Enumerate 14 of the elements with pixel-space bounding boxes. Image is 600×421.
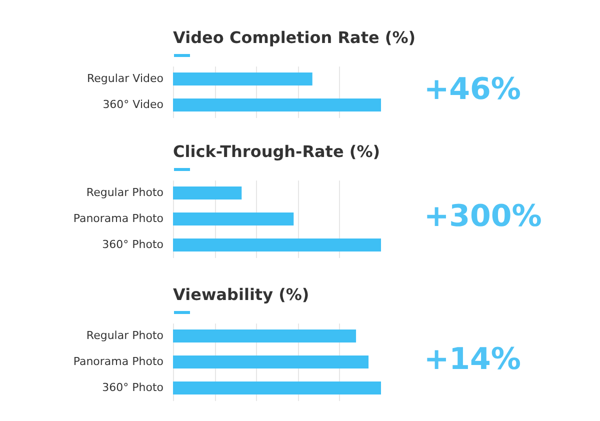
- chart-title: Viewability (%): [173, 285, 310, 304]
- y-tick-label: Panorama Photo: [73, 355, 164, 368]
- y-tick-label: Panorama Photo: [73, 212, 164, 225]
- text: +300%: [424, 199, 542, 234]
- y-tick-label: Regular Photo: [86, 329, 164, 342]
- y-tick-label: 360° Video: [102, 98, 164, 111]
- chart-title: Video Completion Rate (%): [173, 28, 416, 47]
- y-tick-label: Regular Photo: [86, 186, 164, 199]
- chart-title: Click-Through-Rate (%): [173, 142, 380, 161]
- text: +46%: [424, 72, 521, 107]
- y-tick-label: 360° Photo: [102, 381, 164, 394]
- text: +14%: [424, 342, 521, 377]
- y-tick-label: 360° Photo: [102, 238, 164, 251]
- y-tick-label: Regular Video: [86, 72, 164, 85]
